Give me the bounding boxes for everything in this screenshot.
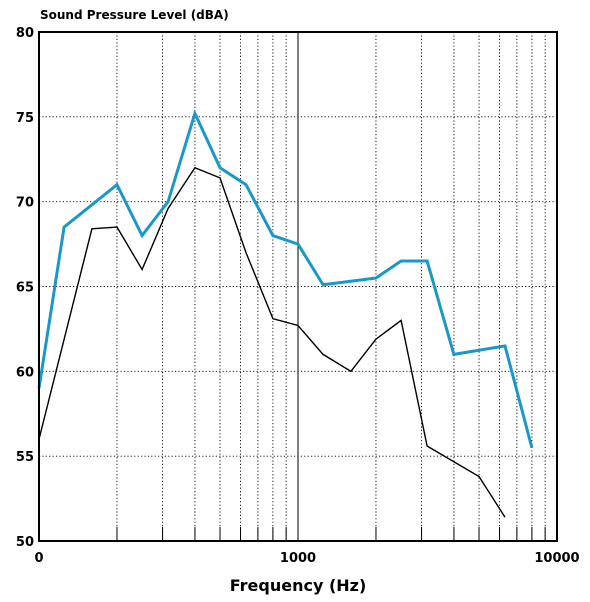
series-layer [37,109,534,518]
y-axis-title: Sound Pressure Level (dBA) [40,8,229,22]
axis-ticks [116,527,546,541]
tick-labels: 50 55 60 65 70 75 80 0 1000 10000 [16,26,580,566]
y-tick-label: 80 [16,26,34,41]
x-axis-title: Frequency (Hz) [230,576,367,595]
y-tick-label: 50 [16,535,34,550]
y-tick-label: 60 [16,365,34,380]
y-tick-label: 70 [16,196,34,211]
series-line-blue [37,109,534,449]
y-tick-label: 55 [16,450,34,465]
y-tick-label: 65 [16,281,34,296]
x-tick-label: 10000 [534,551,579,566]
x-tick-label: 1000 [280,551,316,566]
grid [39,32,557,541]
y-tick-label: 75 [16,111,34,126]
series-line-black [38,166,506,518]
plot-frame [38,31,558,542]
x-tick-label: 0 [34,551,43,566]
